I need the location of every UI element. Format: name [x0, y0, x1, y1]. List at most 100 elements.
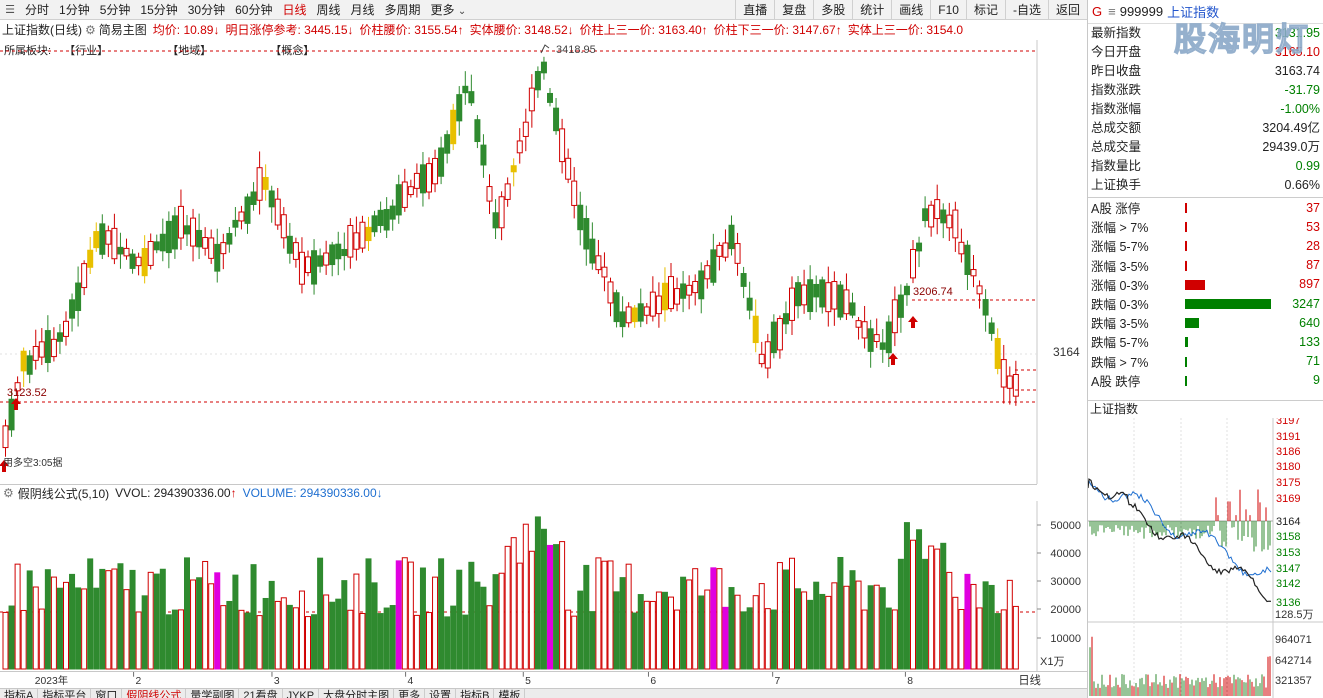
tab-60min[interactable]: 60分钟: [235, 2, 273, 17]
tab-daily[interactable]: 日线: [282, 2, 307, 17]
indicator-value-5: 价柱下三一价: 3147.67↑: [713, 23, 842, 37]
distribution-row[interactable]: 涨幅 3-5% 87: [1088, 256, 1323, 275]
candle-body: [389, 205, 396, 220]
volume-bar: [353, 573, 360, 670]
candlestick-chart[interactable]: 3418.95 3206.74 3123.52 用多空3:05据 3164: [0, 40, 1087, 484]
candle-body: [147, 241, 154, 266]
volume-chart[interactable]: 50000 40000 30000 20000 10000 X1万: [0, 501, 1087, 671]
price-axis-label: 3180: [1276, 461, 1300, 473]
price-axis-label: 3169: [1276, 493, 1300, 505]
sector-concept-link[interactable]: 【概念】: [270, 45, 315, 57]
mark-button[interactable]: 标记: [965, 0, 1005, 20]
distribution-row[interactable]: 跌幅 0-3% 3247: [1088, 294, 1323, 313]
volume-bar: [329, 601, 336, 670]
indicator-tab[interactable]: JYKP: [283, 689, 320, 698]
indicator-tab[interactable]: 更多: [394, 689, 426, 698]
volume-bar: [740, 611, 747, 670]
indicator-tab[interactable]: 模板: [494, 689, 526, 698]
volume-bar: [661, 591, 668, 670]
tab-1min[interactable]: 1分钟: [59, 2, 90, 17]
tab-15min[interactable]: 15分钟: [140, 2, 178, 17]
stat-value: -1.00%: [1280, 102, 1320, 116]
volume-formula-title[interactable]: 假阴线公式(5,10): [17, 486, 110, 501]
distribution-bar-track: [1181, 256, 1276, 275]
indicator-tab[interactable]: 窗口: [91, 689, 123, 698]
indicator-value-0: 均价: 10.89↓: [152, 23, 220, 37]
distribution-count: 87: [1306, 258, 1320, 273]
volume-bar: [184, 557, 190, 670]
volume-bar: [129, 569, 136, 670]
multi-stock-button[interactable]: 多股: [813, 0, 852, 20]
candle-body: [63, 320, 69, 337]
sector-region-link[interactable]: 【地域】: [167, 45, 212, 57]
tab-multi-period[interactable]: 多周期: [384, 2, 421, 17]
distribution-row[interactable]: 跌幅 > 7% 71: [1088, 352, 1323, 371]
price-axis-label: 3197: [1276, 418, 1300, 427]
volume-bar: [776, 562, 783, 670]
distribution-row[interactable]: 涨幅 0-3% 897: [1088, 275, 1323, 294]
distribution-label: 跌幅 > 7%: [1091, 355, 1149, 370]
distribution-row[interactable]: 跌幅 3-5% 640: [1088, 313, 1323, 332]
tab-more[interactable]: 更多 ⌄: [426, 0, 472, 20]
distribution-row[interactable]: 跌幅 5-7% 133: [1088, 332, 1323, 351]
tab-30min[interactable]: 30分钟: [187, 2, 226, 17]
distribution-bar-track: [1181, 371, 1276, 390]
draw-button[interactable]: 画线: [891, 0, 930, 20]
distribution-row[interactable]: A股 涨停 37: [1088, 198, 1323, 217]
volume-bar: [619, 577, 626, 670]
tab-fenshi[interactable]: 分时: [25, 2, 50, 17]
volume-bar: [976, 607, 983, 670]
candle-body: [450, 109, 457, 145]
volume-bar: [426, 612, 432, 670]
candle-body: [8, 398, 15, 431]
volume-bar: [256, 615, 263, 670]
volume-bar: [383, 607, 390, 670]
distribution-row[interactable]: A股 跌停 9: [1088, 371, 1323, 390]
tab-monthly[interactable]: 月线: [350, 2, 375, 17]
distribution-row[interactable]: 涨幅 > 7% 53: [1088, 217, 1323, 236]
distribution-bar: [1185, 203, 1187, 214]
stat-label: 指数涨跌: [1091, 83, 1142, 97]
indicator-tab[interactable]: 指标平台: [38, 689, 92, 698]
stats-button[interactable]: 统计: [852, 0, 891, 20]
distribution-bar: [1185, 241, 1187, 252]
candle-body: [93, 231, 100, 249]
indicator-tab[interactable]: 指标B: [456, 689, 495, 698]
watchlist-button[interactable]: -自选: [1004, 0, 1048, 20]
back-button[interactable]: 返回: [1047, 0, 1087, 20]
gear-icon[interactable]: ⚙: [3, 486, 14, 500]
candle-body: [444, 134, 451, 154]
mini-intraday-chart[interactable]: 3197 3191 3186 3180 3175 3169 3164 3158 3153 3147…: [1088, 418, 1323, 698]
indicator-tab[interactable]: 假阴线公式: [122, 689, 187, 698]
volume-bar: [504, 545, 511, 670]
indicator-tab[interactable]: 设置: [425, 689, 457, 698]
volume-bar: [395, 560, 402, 670]
tab-weekly[interactable]: 周线: [316, 2, 341, 17]
distribution-count: 37: [1306, 200, 1320, 215]
volume-bar: [668, 596, 674, 670]
gear-icon[interactable]: ⚙: [85, 22, 96, 37]
candle-body: [952, 209, 959, 239]
indicator-tab[interactable]: 21看盘: [239, 689, 283, 698]
candle-body: [371, 215, 378, 233]
stock-name[interactable]: 上证指数: [1167, 5, 1220, 20]
indicator-tab[interactable]: 大盘分时主图: [319, 689, 395, 698]
volume-bar: [637, 594, 644, 670]
volume-bar: [752, 595, 759, 670]
live-button[interactable]: 直播: [735, 0, 774, 20]
volume-bar: [722, 606, 729, 670]
volume-bar: [867, 585, 874, 670]
candle-body: [776, 318, 783, 351]
volume-bar: [456, 569, 463, 670]
f10-button[interactable]: F10: [930, 0, 966, 20]
replay-button[interactable]: 复盘: [774, 0, 813, 20]
distribution-bar-track: [1181, 294, 1276, 313]
menu-icon[interactable]: ☰: [5, 4, 15, 16]
tab-5min[interactable]: 5分钟: [99, 2, 131, 17]
volume-bar: [208, 583, 215, 670]
simple-main-chart-label[interactable]: 简易主图: [98, 23, 147, 37]
indicator-tab[interactable]: 指标A: [0, 689, 39, 698]
indicator-tab[interactable]: 量学副图: [186, 689, 240, 698]
volume-bar: [643, 600, 650, 670]
distribution-row[interactable]: 涨幅 5-7% 28: [1088, 236, 1323, 255]
